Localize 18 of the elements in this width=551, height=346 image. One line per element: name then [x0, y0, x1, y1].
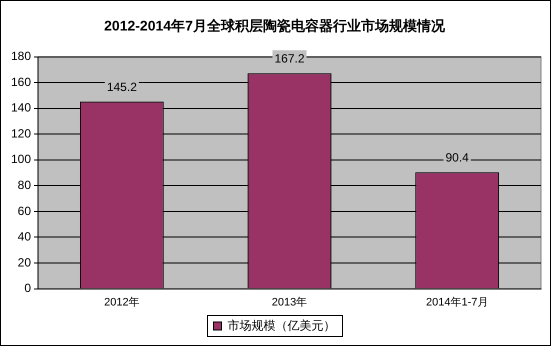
y-tick-label: 60 [18, 204, 32, 218]
data-label: 90.4 [445, 150, 470, 165]
legend-label: 市场规模（亿美元） [228, 318, 336, 332]
x-tick-label: 2012年 [104, 296, 140, 308]
y-tick-label: 180 [10, 49, 32, 64]
y-tick-label: 100 [10, 152, 32, 166]
chart-title: 2012-2014年7月全球积层陶瓷电容器行业市场规模情况 [104, 17, 446, 34]
data-label: 145.2 [106, 80, 138, 94]
y-tick-label: 120 [10, 126, 32, 140]
y-tick-label: 0 [24, 281, 32, 296]
data-label: 167.2 [274, 52, 305, 66]
y-tick-label: 20 [18, 255, 32, 270]
y-tick-label: 40 [18, 230, 32, 244]
x-tick-label: 2013年 [272, 296, 308, 308]
y-tick-label: 80 [18, 178, 32, 192]
y-tick-label: 160 [10, 74, 32, 89]
x-tick-label: 2014年1-7月 [426, 296, 488, 308]
y-tick-label: 140 [10, 100, 32, 115]
